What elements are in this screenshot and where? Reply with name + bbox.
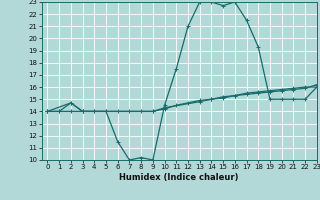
X-axis label: Humidex (Indice chaleur): Humidex (Indice chaleur) xyxy=(119,173,239,182)
